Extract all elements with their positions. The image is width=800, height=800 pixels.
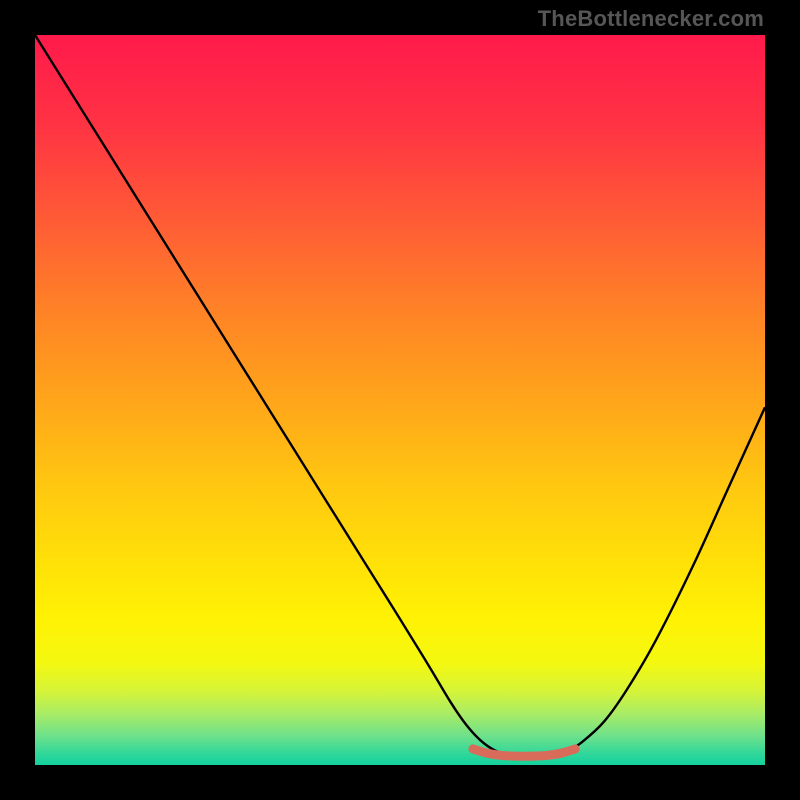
chart-container: TheBottlenecker.com [0,0,800,800]
gradient-background [35,35,765,765]
plot-area [35,35,765,765]
plot-svg [35,35,765,765]
watermark-text: TheBottlenecker.com [538,6,764,32]
